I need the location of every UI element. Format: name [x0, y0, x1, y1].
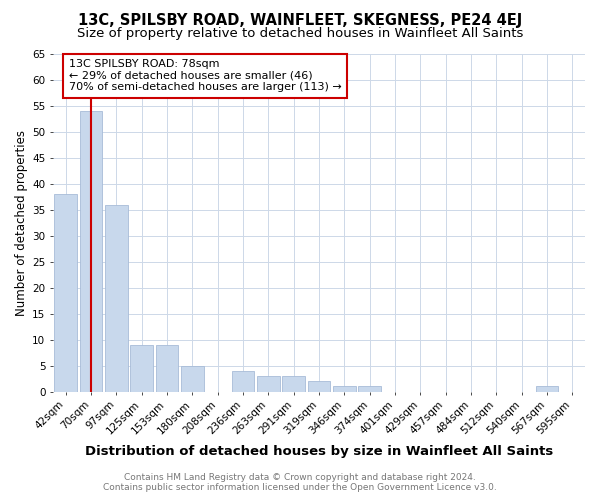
Bar [155, 345, 178, 392]
Text: 13C SPILSBY ROAD: 78sqm
← 29% of detached houses are smaller (46)
70% of semi-de: 13C SPILSBY ROAD: 78sqm ← 29% of detache… [69, 59, 342, 92]
Bar [308, 382, 331, 392]
X-axis label: Distribution of detached houses by size in Wainfleet All Saints: Distribution of detached houses by size … [85, 444, 553, 458]
Text: Contains HM Land Registry data © Crown copyright and database right 2024.
Contai: Contains HM Land Registry data © Crown c… [103, 473, 497, 492]
Bar [130, 345, 153, 392]
Bar [55, 194, 77, 392]
Bar [80, 111, 103, 392]
Bar [282, 376, 305, 392]
Bar [181, 366, 204, 392]
Bar [536, 386, 559, 392]
Y-axis label: Number of detached properties: Number of detached properties [15, 130, 28, 316]
Text: Size of property relative to detached houses in Wainfleet All Saints: Size of property relative to detached ho… [77, 28, 523, 40]
Bar [105, 204, 128, 392]
Bar [232, 371, 254, 392]
Bar [358, 386, 381, 392]
Bar [257, 376, 280, 392]
Text: 13C, SPILSBY ROAD, WAINFLEET, SKEGNESS, PE24 4EJ: 13C, SPILSBY ROAD, WAINFLEET, SKEGNESS, … [78, 12, 522, 28]
Bar [333, 386, 356, 392]
